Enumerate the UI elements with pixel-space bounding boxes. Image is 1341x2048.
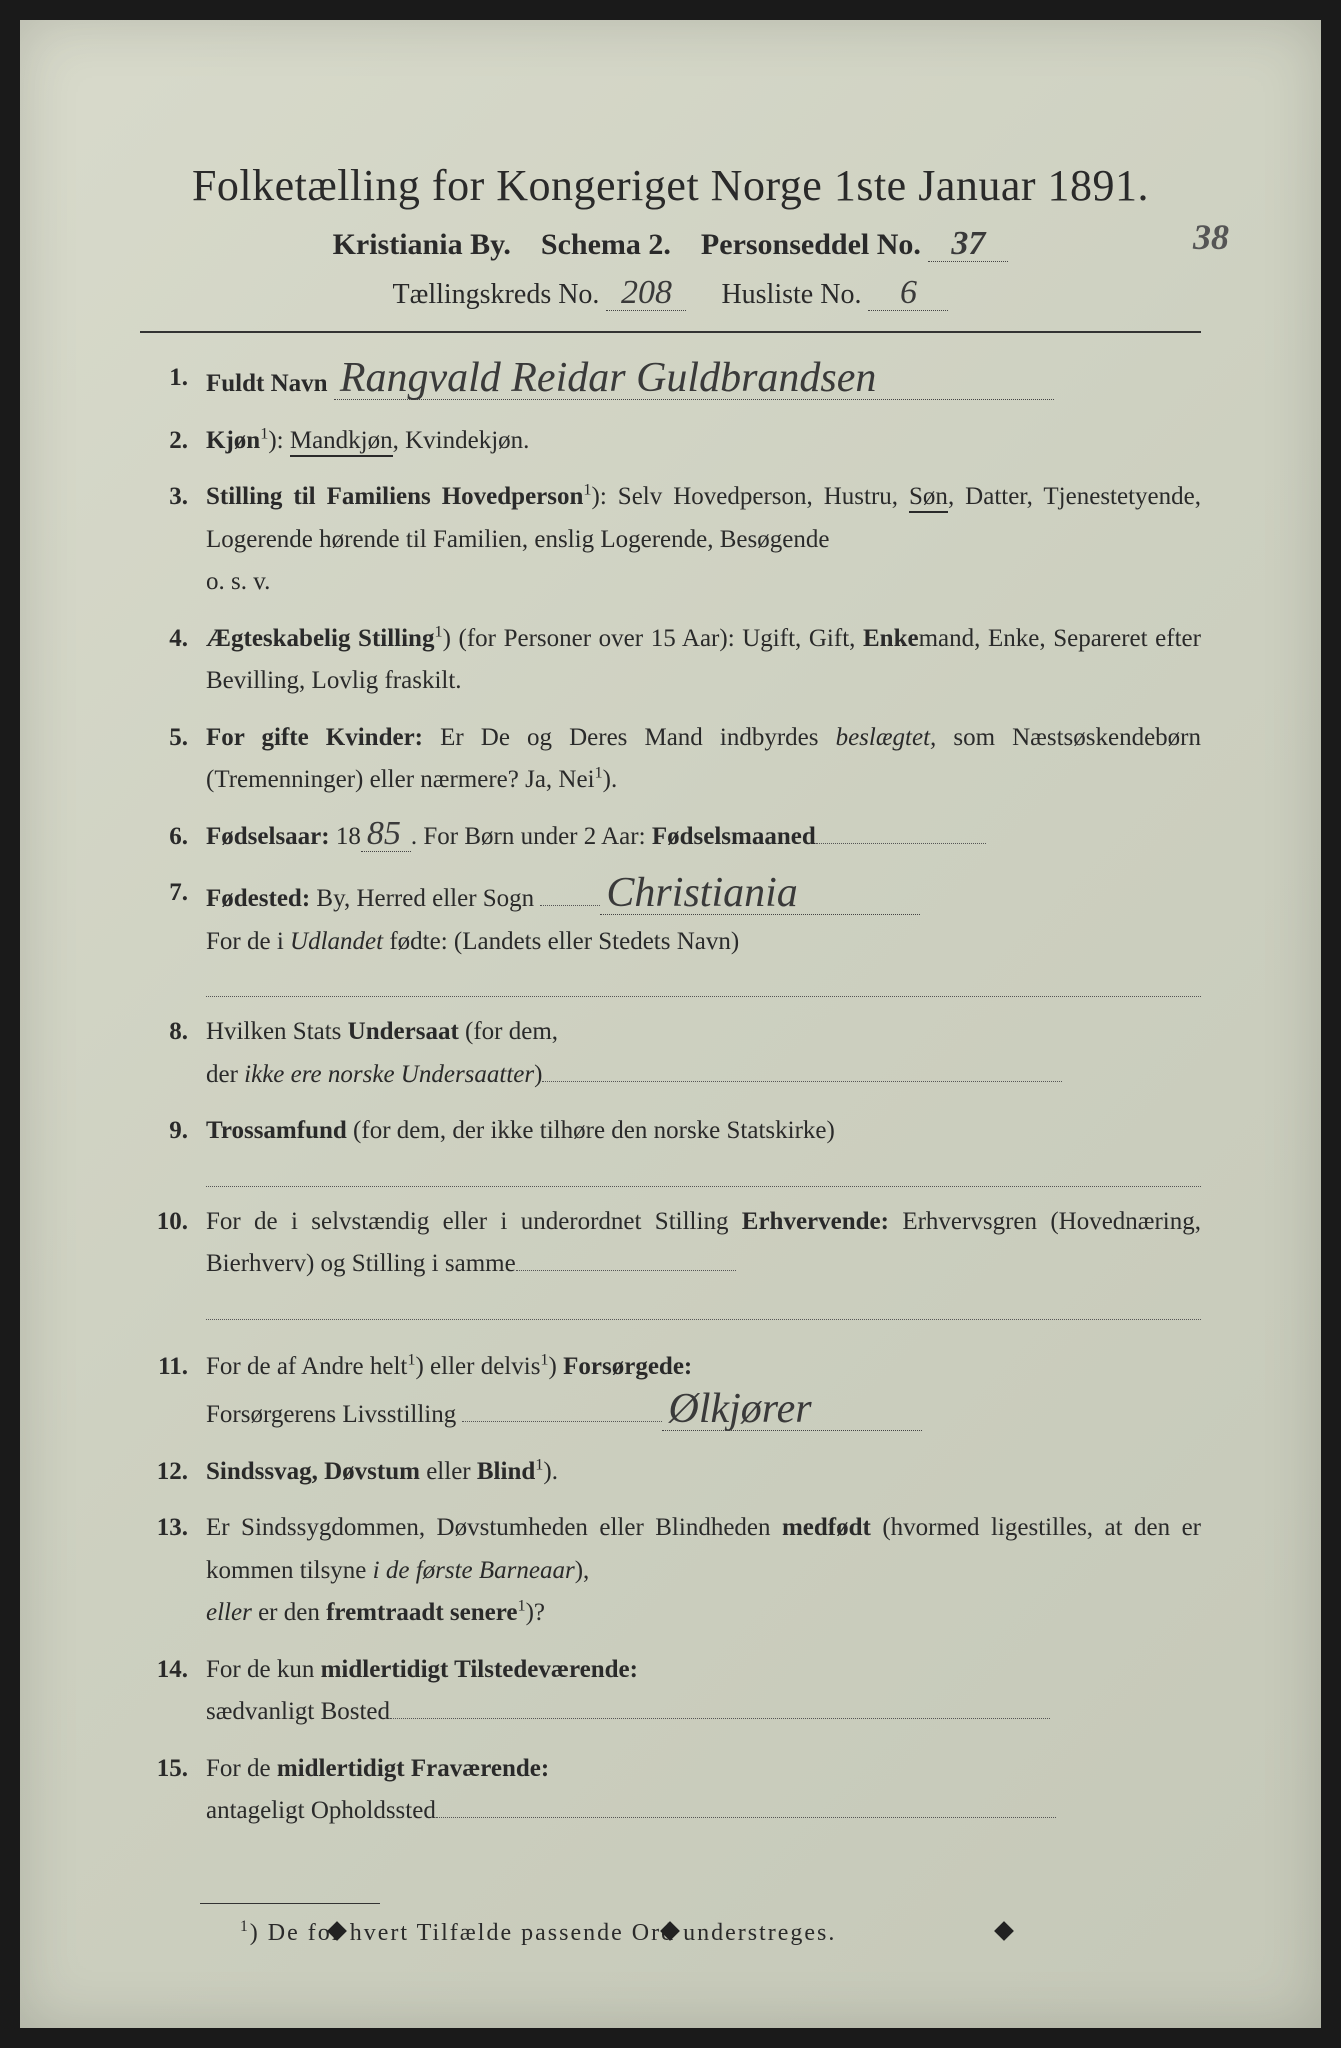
item-label: For gifte Kvinder: bbox=[206, 724, 423, 751]
dotted-blank bbox=[542, 1057, 1062, 1082]
item-12: 12. Sindssvag, Døvstum eller Blind1). bbox=[150, 1451, 1201, 1494]
binding-pins bbox=[20, 1924, 1321, 1938]
item-num: 6. bbox=[150, 816, 206, 859]
birthyear-value: 85 bbox=[361, 817, 411, 852]
city-label: Kristiania By. bbox=[333, 228, 511, 261]
schema-label: Schema 2. bbox=[541, 228, 671, 261]
name-value: Rangvald Reidar Guldbrandsen bbox=[334, 357, 1054, 400]
item-label: Trossamfund bbox=[206, 1117, 347, 1144]
item-num: 7. bbox=[150, 872, 206, 915]
form-items: 1. Fuldt Navn Rangvald Reidar Guldbrands… bbox=[140, 357, 1201, 1833]
item-2: 2. Kjøn1): Mandkjøn, Kvindekjøn. bbox=[150, 420, 1201, 463]
pin-icon bbox=[994, 1921, 1014, 1941]
husliste-value: 6 bbox=[868, 276, 948, 311]
item-7: 7. Fødested: By, Herred eller Sogn Chris… bbox=[150, 872, 1201, 997]
item-3: 3. Stilling til Familiens Hovedperson1):… bbox=[150, 476, 1201, 604]
item-4: 4. Ægteskabelig Stilling1) (for Personer… bbox=[150, 618, 1201, 703]
item-num: 12. bbox=[150, 1451, 206, 1494]
kreds-label: Tællingskreds No. bbox=[393, 279, 600, 310]
pin-icon bbox=[661, 1921, 681, 1941]
item-13: 13. Er Sindssygdommen, Døvstumheden elle… bbox=[150, 1507, 1201, 1635]
item-14: 14. For de kun midlertidigt Tilstedevære… bbox=[150, 1649, 1201, 1734]
relation-selected: Søn bbox=[909, 483, 948, 513]
item-6: 6. Fødselsaar: 1885. For Børn under 2 Aa… bbox=[150, 816, 1201, 859]
form-header: Folketælling for Kongeriget Norge 1ste J… bbox=[140, 160, 1201, 311]
item-num: 1. bbox=[150, 357, 206, 400]
item-15: 15. For de midlertidigt Fraværende: anta… bbox=[150, 1748, 1201, 1833]
item-9: 9. Trossamfund (for dem, der ikke tilhør… bbox=[150, 1110, 1201, 1187]
dotted-blank bbox=[436, 1793, 1056, 1818]
item-num: 13. bbox=[150, 1507, 206, 1550]
gender-selected: Mandkjøn bbox=[290, 427, 393, 457]
personseddel-label: Personseddel No. bbox=[701, 228, 921, 261]
husliste-label: Husliste No. bbox=[721, 279, 861, 310]
third-row: Tællingskreds No. 208 Husliste No. 6 bbox=[140, 276, 1201, 311]
dotted-blank bbox=[390, 1694, 1050, 1719]
pin-icon bbox=[327, 1921, 347, 1941]
personseddel-correction: 38 bbox=[1171, 219, 1251, 255]
item-num: 2. bbox=[150, 420, 206, 463]
item-1: 1. Fuldt Navn Rangvald Reidar Guldbrands… bbox=[150, 357, 1201, 406]
header-rule bbox=[140, 331, 1201, 333]
footnote-rule bbox=[200, 1903, 380, 1904]
item-label: Fuldt Navn bbox=[206, 370, 328, 397]
item-label: Stilling til Familiens Hovedperson bbox=[206, 483, 583, 510]
personseddel-value: 37 bbox=[928, 227, 1008, 262]
dotted-blank bbox=[206, 973, 1201, 997]
item-num: 10. bbox=[150, 1201, 206, 1244]
main-title: Folketælling for Kongeriget Norge 1ste J… bbox=[140, 160, 1201, 211]
item-num: 5. bbox=[150, 717, 206, 760]
item-num: 11. bbox=[150, 1346, 206, 1389]
subtitle-row: Kristiania By. Schema 2. Personseddel No… bbox=[140, 227, 1201, 262]
item-num: 14. bbox=[150, 1649, 206, 1692]
item-num: 4. bbox=[150, 618, 206, 661]
item-num: 8. bbox=[150, 1011, 206, 1054]
birthplace-value: Christiania bbox=[600, 872, 920, 915]
item-10: 10. For de i selvstændig eller i underor… bbox=[150, 1201, 1201, 1320]
item-num: 15. bbox=[150, 1748, 206, 1791]
item-label: Fødested: bbox=[206, 885, 310, 912]
item-11: 11. For de af Andre helt1) eller delvis1… bbox=[150, 1346, 1201, 1437]
item-num: 3. bbox=[150, 476, 206, 519]
item-label: Kjøn bbox=[206, 427, 260, 454]
provider-value: Ølkjører bbox=[662, 1388, 922, 1431]
item-5: 5. For gifte Kvinder: Er De og Deres Man… bbox=[150, 717, 1201, 802]
dotted-blank bbox=[206, 1163, 1201, 1187]
birthmonth-blank bbox=[816, 819, 986, 844]
census-form-page: Folketælling for Kongeriget Norge 1ste J… bbox=[20, 20, 1321, 2028]
dotted-blank bbox=[206, 1296, 1201, 1320]
item-num: 9. bbox=[150, 1110, 206, 1153]
item-label: Fødselsaar: bbox=[206, 823, 330, 850]
item-8: 8. Hvilken Stats Undersaat (for dem, der… bbox=[150, 1011, 1201, 1096]
item-label: Ægteskabelig Stilling bbox=[206, 625, 434, 652]
kreds-value: 208 bbox=[606, 276, 686, 311]
